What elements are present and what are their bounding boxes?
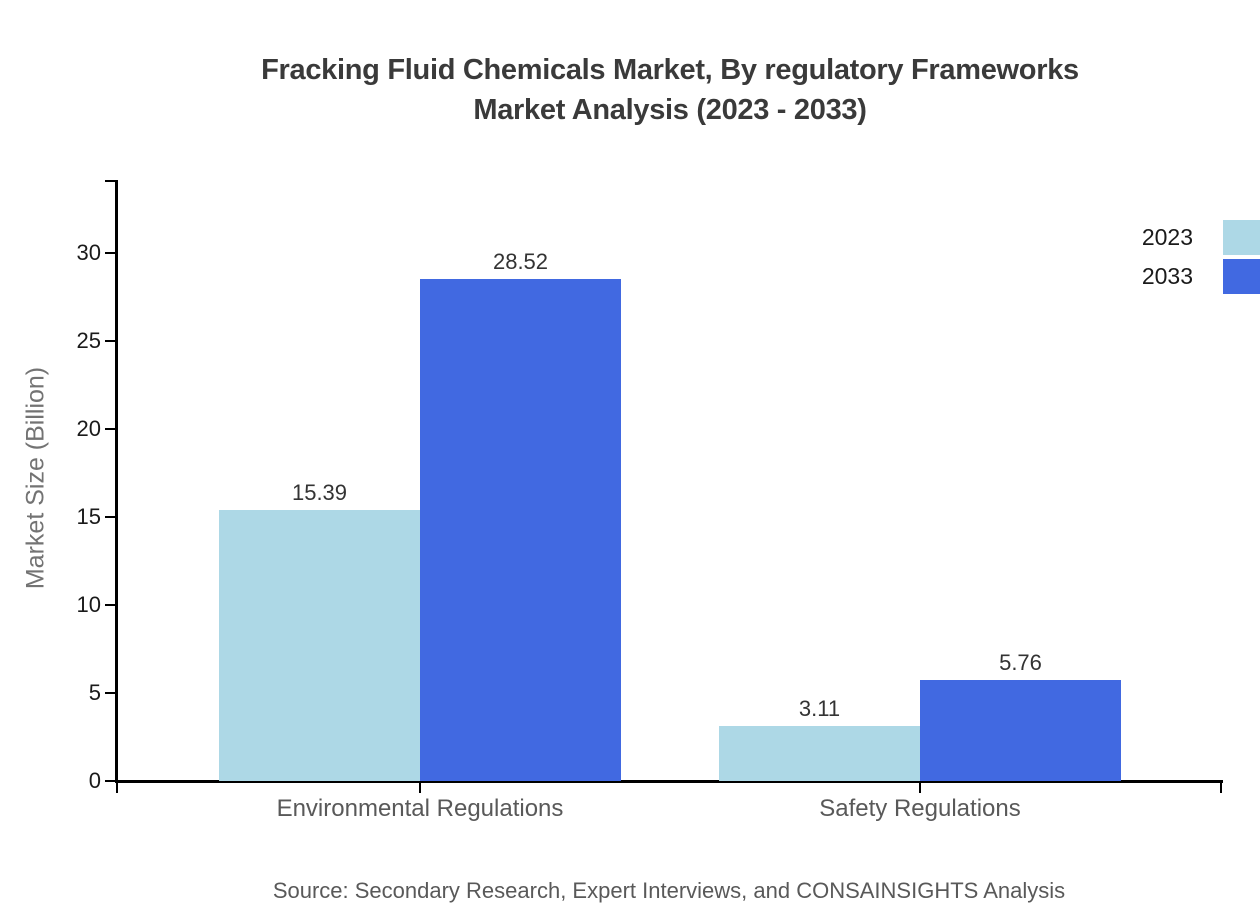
- x-category-label-safety-regulations: Safety Regulations: [819, 795, 1021, 822]
- y-tick: [105, 428, 115, 430]
- x-tick: [1220, 783, 1222, 793]
- y-tick: [105, 692, 115, 694]
- legend-item-2023: 2023: [1142, 219, 1260, 255]
- y-tick: [105, 340, 115, 342]
- y-tick: [105, 516, 115, 518]
- bar-2023-safety-regulations: [719, 726, 920, 781]
- value-label-2023-safety-regulations: 3.11: [798, 696, 841, 721]
- y-tick-label: 5: [88, 680, 101, 705]
- value-label-2033-safety-regulations: 5.76: [999, 650, 1042, 675]
- y-axis-title: Market Size (Billion): [21, 366, 50, 590]
- bar-2023-environmental-regulations: [219, 510, 420, 781]
- x-axis-line: [115, 780, 1223, 783]
- y-tick-label: 20: [76, 416, 101, 441]
- legend-item-2033: 2033: [1142, 258, 1260, 294]
- chart-title-line1: Fracking Fluid Chemicals Market, By regu…: [261, 54, 1079, 86]
- y-tick-label: 10: [76, 592, 101, 617]
- y-tick: [105, 780, 115, 782]
- y-tick: [105, 604, 115, 606]
- x-category-label-environmental-regulations: Environmental Regulations: [276, 795, 564, 822]
- value-label-2023-environmental-regulations: 15.39: [291, 480, 348, 505]
- legend-label-2033: 2033: [1141, 263, 1193, 289]
- y-tick: [105, 252, 115, 254]
- y-tick-label: 0: [88, 768, 101, 793]
- chart-title-line2: Market Analysis (2023 - 2033): [473, 94, 867, 126]
- legend-swatch-2033: [1223, 258, 1260, 294]
- bar-2033-safety-regulations: [920, 680, 1121, 781]
- bar-2033-environmental-regulations: [420, 279, 621, 781]
- legend-swatch-2023: [1223, 219, 1260, 255]
- y-axis-endcap-tick: [105, 180, 115, 182]
- x-tick: [419, 783, 421, 793]
- y-axis-line: [115, 180, 118, 783]
- y-tick-label: 30: [76, 240, 101, 265]
- x-tick: [116, 783, 118, 793]
- x-tick: [919, 783, 921, 793]
- source-note: Source: Secondary Research, Expert Inter…: [272, 878, 1066, 903]
- y-tick-label: 15: [76, 504, 101, 529]
- y-tick-label: 25: [76, 328, 101, 353]
- chart-title: Fracking Fluid Chemicals Market, By regu…: [80, 50, 1260, 130]
- value-label-2033-environmental-regulations: 28.52: [492, 249, 549, 274]
- legend-label-2023: 2023: [1141, 224, 1193, 250]
